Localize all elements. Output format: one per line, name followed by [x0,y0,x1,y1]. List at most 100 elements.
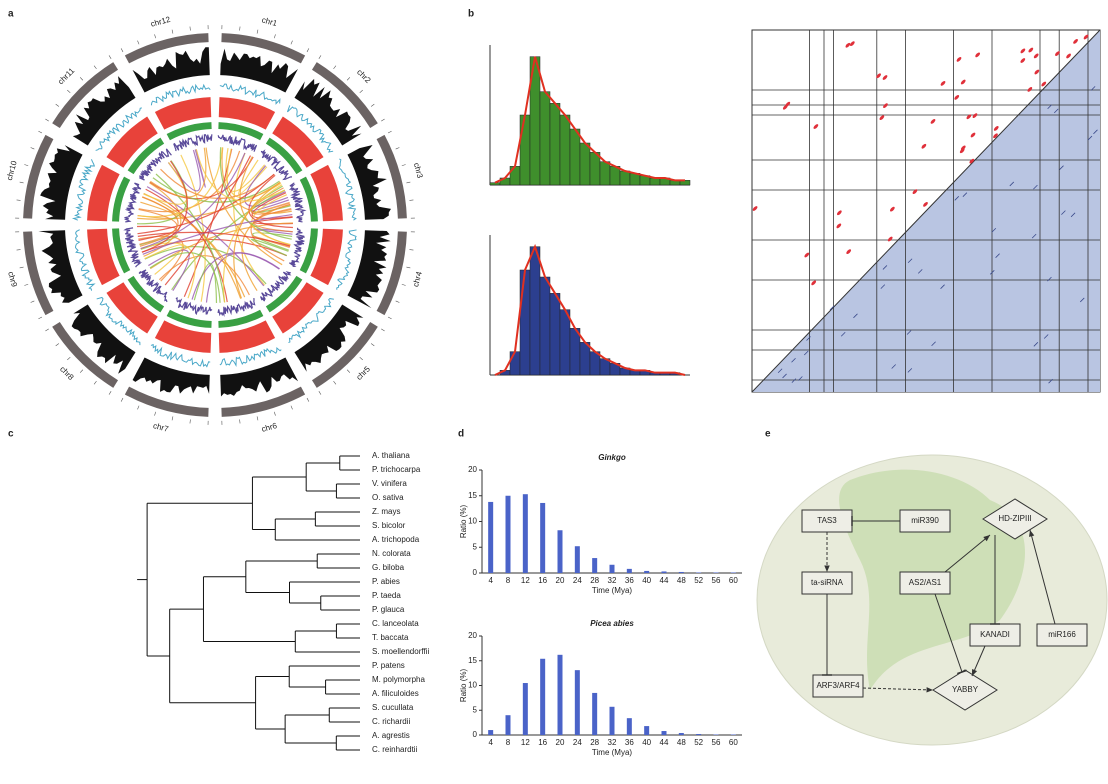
x-tick-label: 56 [712,738,721,747]
dotplot-hit [887,236,893,242]
bar [696,734,702,735]
bar [574,670,580,735]
chromosome-tick [154,411,157,416]
dotplot-hit [845,42,851,48]
histogram-bar [619,170,631,186]
red-track [106,116,158,168]
synteny-link [141,160,188,253]
chromosome-tick [387,130,392,134]
network-edge [1029,529,1056,625]
leaf-label: S. bicolor [372,521,406,530]
leaf-label: C. richardii [372,717,410,726]
green-track [112,228,131,274]
bar [661,731,667,735]
chromosome-tick [395,300,400,303]
bar [574,546,580,573]
dotplot-hit [1070,212,1076,218]
green-track [127,137,165,175]
chromosome-tick [67,89,71,94]
dotplot-hit [940,80,946,86]
histogram-bar [579,342,591,376]
chromosome-ring [23,231,54,316]
bar [730,572,736,573]
dotplot-hit [959,148,965,154]
dotplot-hit [1033,53,1039,59]
leaf-label: V. vinifera [372,479,407,488]
y-tick-label: 0 [473,568,478,577]
dotplot-hit [883,103,888,108]
network-node [1036,623,1088,647]
x-tick-label: 24 [573,576,582,585]
x-tick-label: 48 [677,576,686,585]
dotplot-hit [931,341,936,347]
network-label: ARF3/ARF4 [816,681,860,690]
synteny-link [137,173,275,235]
chromosome-tick [79,77,84,81]
dotplot-hit [752,206,758,211]
network-node [812,674,864,698]
line-track [338,158,357,221]
arrow-head [1029,530,1035,537]
x-tick-label: 12 [521,576,530,585]
red-track [106,282,158,334]
synteny-link [248,174,293,229]
dotplot-hit [993,133,998,139]
x-tick-label: 44 [660,738,669,747]
chromosome-tick [370,343,375,347]
chromosome-tick [290,40,293,45]
purple-track [175,297,213,316]
bar [522,494,528,573]
line-track [336,229,357,290]
histogram-bar [539,276,551,376]
dotplot-hit [1031,233,1037,239]
chromosome-tick [381,118,385,122]
chromosome-ring [124,33,209,64]
bar [609,564,615,573]
synteny-link [140,152,246,250]
red-track [310,228,343,286]
leaf-label: A. filiculoides [372,689,419,698]
purple-track [138,269,168,303]
density-track [347,230,391,309]
dotplot-hit [782,104,788,110]
bar [626,718,632,735]
density-track [220,357,299,397]
x-tick-label: 40 [642,576,651,585]
dotplot-hit [791,357,796,363]
histogram-bar [609,166,621,186]
chromosome-tick [359,89,363,94]
bar [592,692,598,735]
dotplot-hit [969,158,975,164]
chromosome-tick [409,249,414,251]
panel-label: e [765,429,771,440]
y-tick-label: 20 [468,465,477,474]
y-tick-label: 5 [473,705,478,714]
synteny-link [250,203,291,262]
x-tick-label: 20 [556,738,565,747]
network-label: HD-ZIPIII [998,514,1031,523]
synteny-link [152,177,280,203]
y-axis-label: Ratio (%) [459,504,468,538]
arrow-head [926,687,933,693]
chromosome-tick [346,77,351,81]
leaf-label: S. moellendorffii [372,647,429,656]
line-track [219,83,281,105]
purple-track [288,182,307,223]
dotplot-hit [803,350,809,356]
dotplot-hit [907,258,913,264]
chromosome-tick [30,300,35,303]
dotplot-hit [995,253,1000,258]
arrow-head [824,565,830,572]
leaf-label: P. taeda [372,591,401,600]
dotplot-hit [989,270,995,275]
synteny-link [148,249,190,291]
synteny-link [251,194,291,246]
chromosome-tick [189,419,191,424]
dotplot-hit [836,223,842,229]
x-tick-label: 16 [538,738,547,747]
bar [592,558,598,573]
chromosome-tick [333,65,337,70]
dotplot-hit [1033,184,1038,190]
dotplot-hit [846,249,852,255]
synteny-link [137,181,281,220]
